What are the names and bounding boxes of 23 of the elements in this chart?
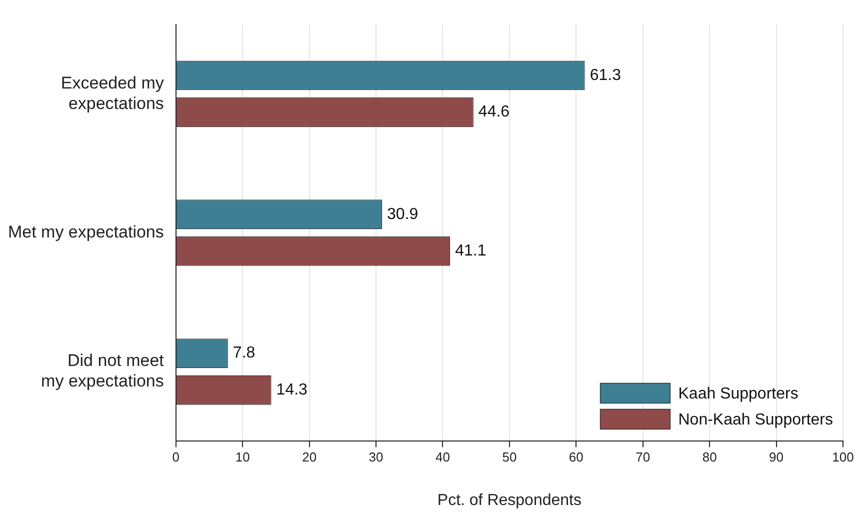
y-tick-label: Met my expectations — [8, 222, 164, 242]
x-tick-label: 30 — [368, 450, 384, 465]
x-tick-label: 50 — [502, 450, 517, 465]
x-tick-label: 90 — [769, 450, 784, 465]
x-tick-label: 40 — [436, 450, 450, 465]
data-label: 61.3 — [590, 66, 622, 84]
data-label: 30.9 — [387, 206, 418, 223]
data-label: 44.6 — [478, 104, 510, 121]
data-label: 41.1 — [455, 242, 486, 260]
data-label: 7.8 — [232, 344, 256, 362]
x-tick-label: 60 — [568, 450, 584, 465]
x-tick-label: 80 — [702, 450, 717, 465]
data-label: 14.3 — [276, 382, 308, 399]
x-tick-label: 100 — [832, 450, 854, 465]
x-tick-label: 70 — [636, 450, 650, 465]
x-tick-label: 10 — [235, 450, 250, 465]
y-tick-label: Did not meet my expectations — [41, 351, 164, 391]
x-tick-label: 20 — [302, 450, 317, 465]
x-axis-title: Pct. of Respondents — [437, 492, 582, 509]
y-tick-label: Exceeded my expectations — [60, 73, 164, 113]
legend-label: Non-Kaah Supporters — [678, 412, 834, 429]
x-tick-label: 0 — [172, 450, 180, 465]
legend-label: Kaah Supporters — [678, 386, 798, 403]
